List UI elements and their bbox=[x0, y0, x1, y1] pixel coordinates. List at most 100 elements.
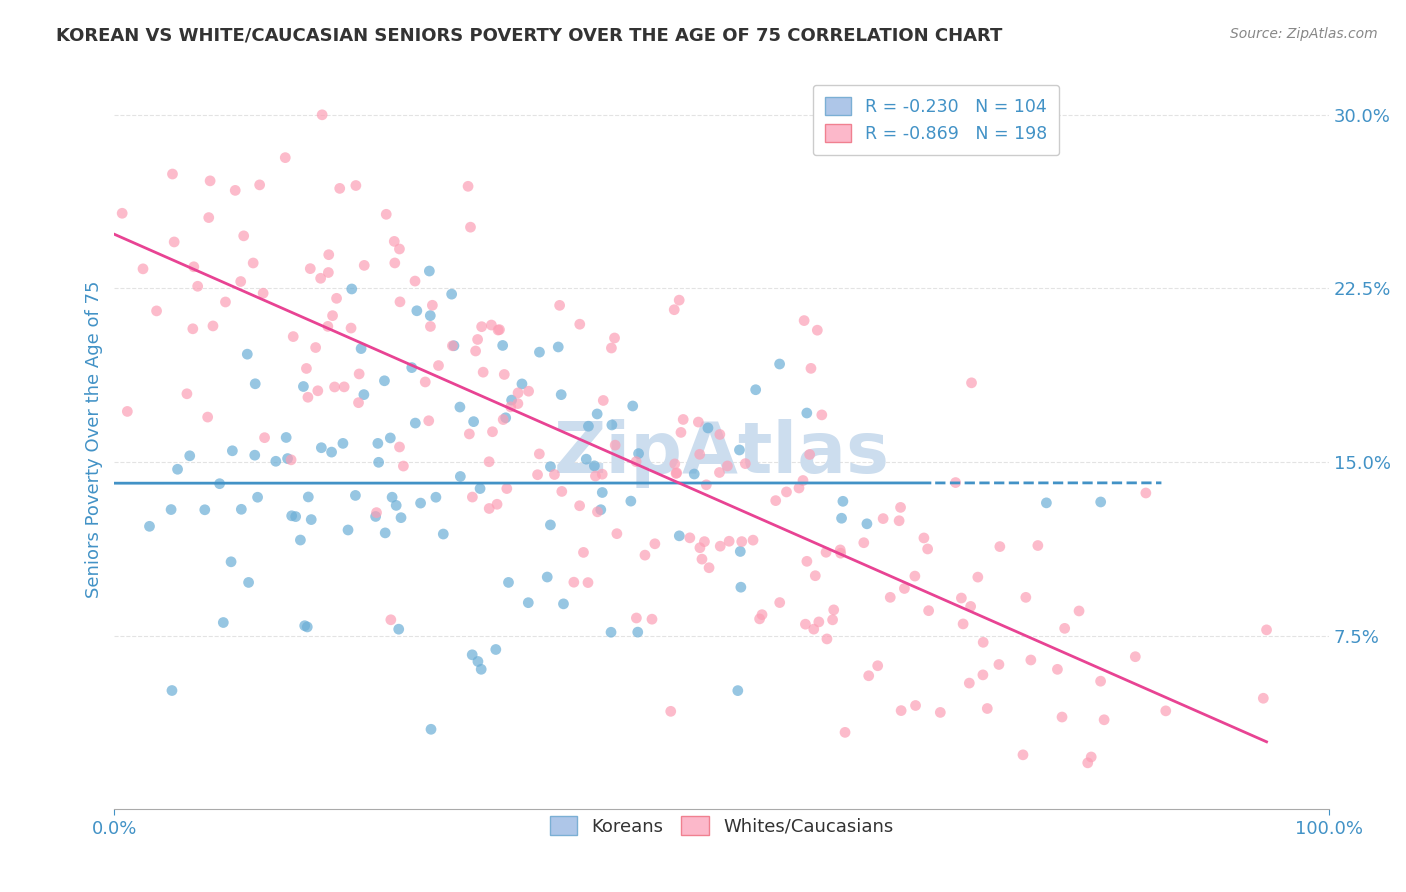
Koreans bbox=[768, 357, 790, 371]
Whites/Caucasians bbox=[697, 560, 720, 574]
Koreans bbox=[449, 469, 471, 483]
Whites/Caucasians bbox=[329, 181, 352, 195]
Whites/Caucasians bbox=[323, 380, 346, 394]
Koreans bbox=[292, 379, 315, 393]
Koreans bbox=[160, 683, 183, 698]
Koreans bbox=[243, 448, 266, 462]
Whites/Caucasians bbox=[664, 457, 686, 471]
Whites/Caucasians bbox=[486, 497, 509, 511]
Whites/Caucasians bbox=[821, 613, 844, 627]
Whites/Caucasians bbox=[807, 615, 830, 629]
Whites/Caucasians bbox=[689, 447, 711, 461]
Whites/Caucasians bbox=[904, 569, 927, 583]
Koreans bbox=[627, 447, 650, 461]
Whites/Caucasians bbox=[1015, 591, 1038, 605]
Whites/Caucasians bbox=[960, 376, 983, 390]
Whites/Caucasians bbox=[793, 313, 815, 327]
Whites/Caucasians bbox=[197, 211, 219, 225]
Koreans bbox=[367, 455, 389, 469]
Koreans bbox=[404, 416, 426, 430]
Whites/Caucasians bbox=[796, 554, 818, 568]
Whites/Caucasians bbox=[775, 484, 797, 499]
Whites/Caucasians bbox=[665, 467, 688, 481]
Whites/Caucasians bbox=[945, 475, 967, 490]
Whites/Caucasians bbox=[709, 427, 731, 442]
Whites/Caucasians bbox=[952, 616, 974, 631]
Whites/Caucasians bbox=[478, 501, 501, 516]
Whites/Caucasians bbox=[529, 447, 551, 461]
Whites/Caucasians bbox=[307, 384, 329, 398]
Whites/Caucasians bbox=[641, 612, 664, 626]
Koreans bbox=[389, 510, 412, 524]
Whites/Caucasians bbox=[592, 393, 614, 408]
Whites/Caucasians bbox=[890, 500, 912, 515]
Koreans bbox=[385, 499, 408, 513]
Whites/Caucasians bbox=[583, 469, 606, 483]
Koreans bbox=[727, 683, 749, 698]
Koreans bbox=[600, 625, 623, 640]
Whites/Caucasians bbox=[959, 599, 981, 614]
Koreans bbox=[350, 342, 373, 356]
Whites/Caucasians bbox=[253, 431, 276, 445]
Koreans bbox=[337, 523, 360, 537]
Whites/Caucasians bbox=[858, 669, 880, 683]
Text: KOREAN VS WHITE/CAUCASIAN SENIORS POVERTY OVER THE AGE OF 75 CORRELATION CHART: KOREAN VS WHITE/CAUCASIAN SENIORS POVERT… bbox=[56, 27, 1002, 45]
Whites/Caucasians bbox=[318, 266, 340, 280]
Koreans bbox=[405, 303, 427, 318]
Whites/Caucasians bbox=[224, 183, 246, 197]
Koreans bbox=[166, 462, 188, 476]
Whites/Caucasians bbox=[117, 404, 139, 418]
Koreans bbox=[730, 544, 752, 558]
Whites/Caucasians bbox=[709, 539, 731, 553]
Whites/Caucasians bbox=[806, 323, 828, 337]
Whites/Caucasians bbox=[603, 331, 626, 345]
Whites/Caucasians bbox=[695, 478, 717, 492]
Whites/Caucasians bbox=[972, 668, 994, 682]
Whites/Caucasians bbox=[748, 612, 770, 626]
Whites/Caucasians bbox=[197, 410, 219, 425]
Koreans bbox=[550, 387, 572, 401]
Whites/Caucasians bbox=[249, 178, 271, 192]
Whites/Caucasians bbox=[688, 415, 710, 429]
Koreans bbox=[380, 431, 402, 445]
Whites/Caucasians bbox=[830, 546, 852, 560]
Koreans bbox=[517, 596, 540, 610]
Whites/Caucasians bbox=[799, 447, 821, 461]
Whites/Caucasians bbox=[132, 261, 155, 276]
Whites/Caucasians bbox=[494, 368, 516, 382]
Whites/Caucasians bbox=[742, 533, 765, 548]
Whites/Caucasians bbox=[506, 385, 529, 400]
Koreans bbox=[498, 575, 520, 590]
Whites/Caucasians bbox=[669, 425, 692, 440]
Koreans bbox=[381, 490, 404, 504]
Koreans bbox=[212, 615, 235, 630]
Koreans bbox=[238, 575, 260, 590]
Whites/Caucasians bbox=[392, 458, 415, 473]
Whites/Caucasians bbox=[495, 482, 517, 496]
Whites/Caucasians bbox=[201, 318, 224, 333]
Whites/Caucasians bbox=[803, 622, 825, 636]
Whites/Caucasians bbox=[441, 339, 464, 353]
Koreans bbox=[485, 642, 508, 657]
Koreans bbox=[299, 512, 322, 526]
Whites/Caucasians bbox=[492, 412, 515, 426]
Koreans bbox=[332, 436, 354, 450]
Whites/Caucasians bbox=[322, 309, 344, 323]
Whites/Caucasians bbox=[576, 575, 599, 590]
Whites/Caucasians bbox=[815, 545, 838, 559]
Whites/Caucasians bbox=[1012, 747, 1035, 762]
Koreans bbox=[344, 488, 367, 502]
Koreans bbox=[547, 340, 569, 354]
Whites/Caucasians bbox=[709, 466, 731, 480]
Whites/Caucasians bbox=[1123, 649, 1146, 664]
Koreans bbox=[583, 458, 606, 473]
Whites/Caucasians bbox=[419, 319, 441, 334]
Whites/Caucasians bbox=[600, 341, 623, 355]
Whites/Caucasians bbox=[972, 635, 994, 649]
Whites/Caucasians bbox=[461, 490, 484, 504]
Whites/Caucasians bbox=[304, 341, 326, 355]
Whites/Caucasians bbox=[413, 375, 436, 389]
Koreans bbox=[536, 570, 558, 584]
Whites/Caucasians bbox=[1077, 756, 1099, 770]
Whites/Caucasians bbox=[1019, 653, 1042, 667]
